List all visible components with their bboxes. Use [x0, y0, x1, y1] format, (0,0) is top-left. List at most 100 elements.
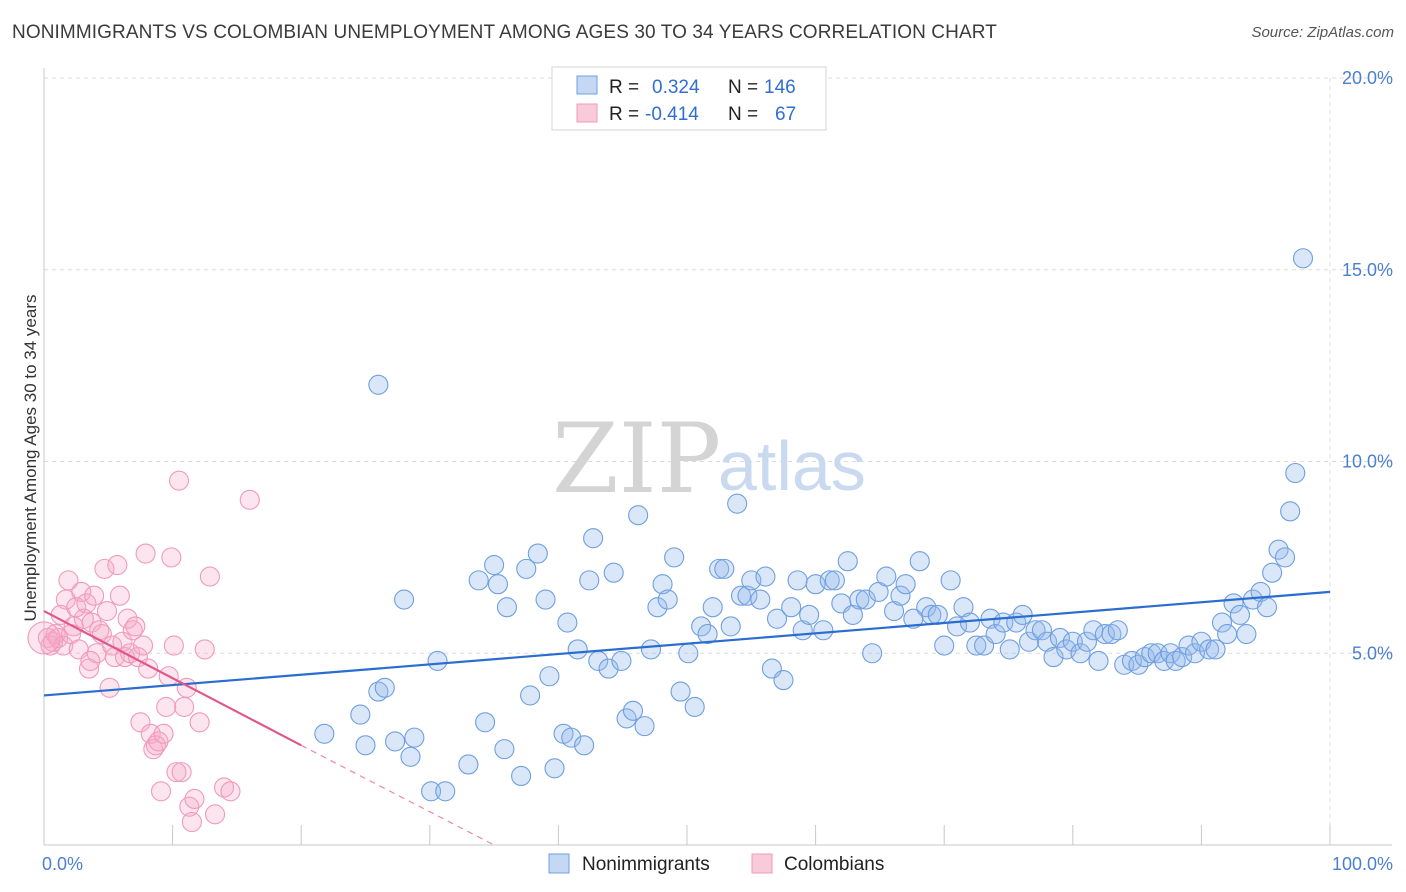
bottom-legend-swatch-nonimmigrants: [548, 853, 570, 874]
point-nonimmigrants-70: [813, 620, 834, 641]
point-nonimmigrants-126: [1172, 647, 1193, 668]
point-nonimmigrants-17: [487, 574, 509, 595]
point-nonimmigrants-74: [837, 551, 858, 572]
point-nonimmigrants-57: [730, 585, 752, 606]
point-nonimmigrants-83: [895, 574, 916, 595]
legend-r-value-1: 0.324: [652, 77, 700, 98]
point-nonimmigrants-75: [842, 604, 863, 625]
legend-n-label-1: N =: [728, 77, 758, 98]
point-nonimmigrants-25: [539, 666, 560, 687]
point-nonimmigrants-102: [1019, 631, 1040, 652]
point-nonimmigrants-52: [702, 597, 723, 618]
point-nonimmigrants-56: [727, 493, 748, 514]
point-colombians-65: [80, 650, 101, 671]
point-nonimmigrants-30: [567, 639, 588, 660]
point-nonimmigrants-14: [468, 570, 489, 591]
point-nonimmigrants-89: [934, 635, 955, 656]
point-nonimmigrants-139: [1256, 597, 1278, 618]
point-nonimmigrants-7: [394, 589, 415, 610]
point-nonimmigrants-80: [876, 566, 897, 587]
point-nonimmigrants-2: [350, 704, 371, 725]
point-nonimmigrants-101: [1012, 604, 1033, 625]
point-nonimmigrants-94: [966, 635, 987, 656]
trend-lines: [43, 590, 1331, 846]
point-nonimmigrants-0: [368, 374, 389, 395]
y-tick-label-0: 5.0%: [1352, 643, 1393, 663]
point-nonimmigrants-6: [385, 731, 406, 752]
point-colombians-60: [199, 566, 220, 587]
point-colombians-45: [153, 723, 174, 744]
y-axis-label: Unemployment Among Ages 30 to 34 years: [21, 295, 40, 622]
point-nonimmigrants-26: [544, 758, 565, 779]
point-nonimmigrants-140: [1262, 562, 1283, 583]
point-nonimmigrants-49: [684, 696, 705, 717]
point-colombians-22: [94, 558, 115, 579]
point-nonimmigrants-106: [1043, 647, 1064, 668]
point-nonimmigrants-3: [355, 735, 376, 756]
point-nonimmigrants-99: [999, 639, 1020, 660]
point-nonimmigrants-120: [1134, 647, 1155, 668]
point-colombians-6: [53, 635, 74, 656]
point-nonimmigrants-47: [670, 681, 691, 702]
point-colombians-63: [220, 781, 241, 802]
point-colombians-48: [161, 547, 182, 568]
point-colombians-11: [66, 597, 87, 618]
point-colombians-8: [58, 570, 79, 591]
point-nonimmigrants-42: [640, 639, 662, 660]
point-colombians-52: [171, 762, 192, 783]
point-nonimmigrants-125: [1165, 650, 1186, 671]
point-colombians-56: [181, 811, 202, 833]
point-nonimmigrants-110: [1070, 643, 1091, 664]
point-nonimmigrants-48: [678, 643, 699, 664]
point-colombians-24: [99, 677, 120, 698]
point-nonimmigrants-144: [1285, 462, 1306, 484]
point-nonimmigrants-22: [520, 685, 541, 706]
data-points: [27, 248, 1314, 833]
bottom-legend-label-colombians: Colombians: [784, 854, 884, 875]
point-colombians-51: [168, 470, 190, 491]
point-nonimmigrants-105: [1037, 631, 1058, 652]
point-nonimmigrants-10: [421, 781, 442, 802]
point-colombians-64: [239, 489, 260, 510]
point-colombians-15: [76, 593, 97, 614]
point-nonimmigrants-143: [1280, 501, 1301, 522]
point-colombians-49: [163, 635, 184, 656]
legend-n-value-1: 146: [764, 77, 796, 98]
x-tick-label-0: 0.0%: [42, 854, 83, 874]
point-colombians-62: [213, 777, 235, 798]
y-tick-label-3: 20.0%: [1342, 68, 1393, 88]
legend-r-label-1: R =: [609, 77, 639, 98]
point-nonimmigrants-41: [634, 716, 655, 737]
y-tick-label-1: 10.0%: [1342, 452, 1393, 472]
point-nonimmigrants-93: [959, 612, 980, 633]
correlation-legend: R = 0.324 N = 146 R = -0.414 N = 67: [551, 66, 827, 131]
point-colombians-44: [150, 781, 172, 802]
point-nonimmigrants-63: [766, 608, 788, 629]
bottom-legend-swatch-colombians: [751, 853, 773, 874]
point-nonimmigrants-116: [1107, 620, 1128, 641]
point-nonimmigrants-104: [1031, 620, 1052, 641]
point-colombians-38: [135, 543, 156, 564]
point-nonimmigrants-46: [664, 547, 685, 568]
point-nonimmigrants-107: [1049, 627, 1070, 648]
legend-r-value-2: -0.414: [645, 104, 699, 125]
point-colombians-31: [117, 608, 138, 629]
point-nonimmigrants-131: [1205, 639, 1226, 660]
legend-n-value-2: 67: [775, 104, 796, 125]
point-nonimmigrants-109: [1062, 631, 1083, 652]
point-nonimmigrants-44: [652, 574, 673, 595]
trend-line-colombians-extension: [300, 744, 495, 846]
point-nonimmigrants-40: [628, 505, 649, 526]
point-colombians-33: [122, 620, 143, 641]
trend-line-nonimmigrants: [43, 590, 1331, 697]
point-nonimmigrants-11: [427, 650, 448, 671]
point-nonimmigrants-33: [583, 528, 604, 549]
point-nonimmigrants-43: [647, 597, 668, 618]
x-tick-label-1: 100.0%: [1332, 854, 1393, 874]
point-nonimmigrants-23: [527, 543, 548, 564]
point-colombians-42: [145, 735, 166, 756]
point-colombians-58: [189, 712, 210, 733]
point-nonimmigrants-9: [404, 727, 425, 748]
point-colombians-34: [125, 616, 146, 637]
